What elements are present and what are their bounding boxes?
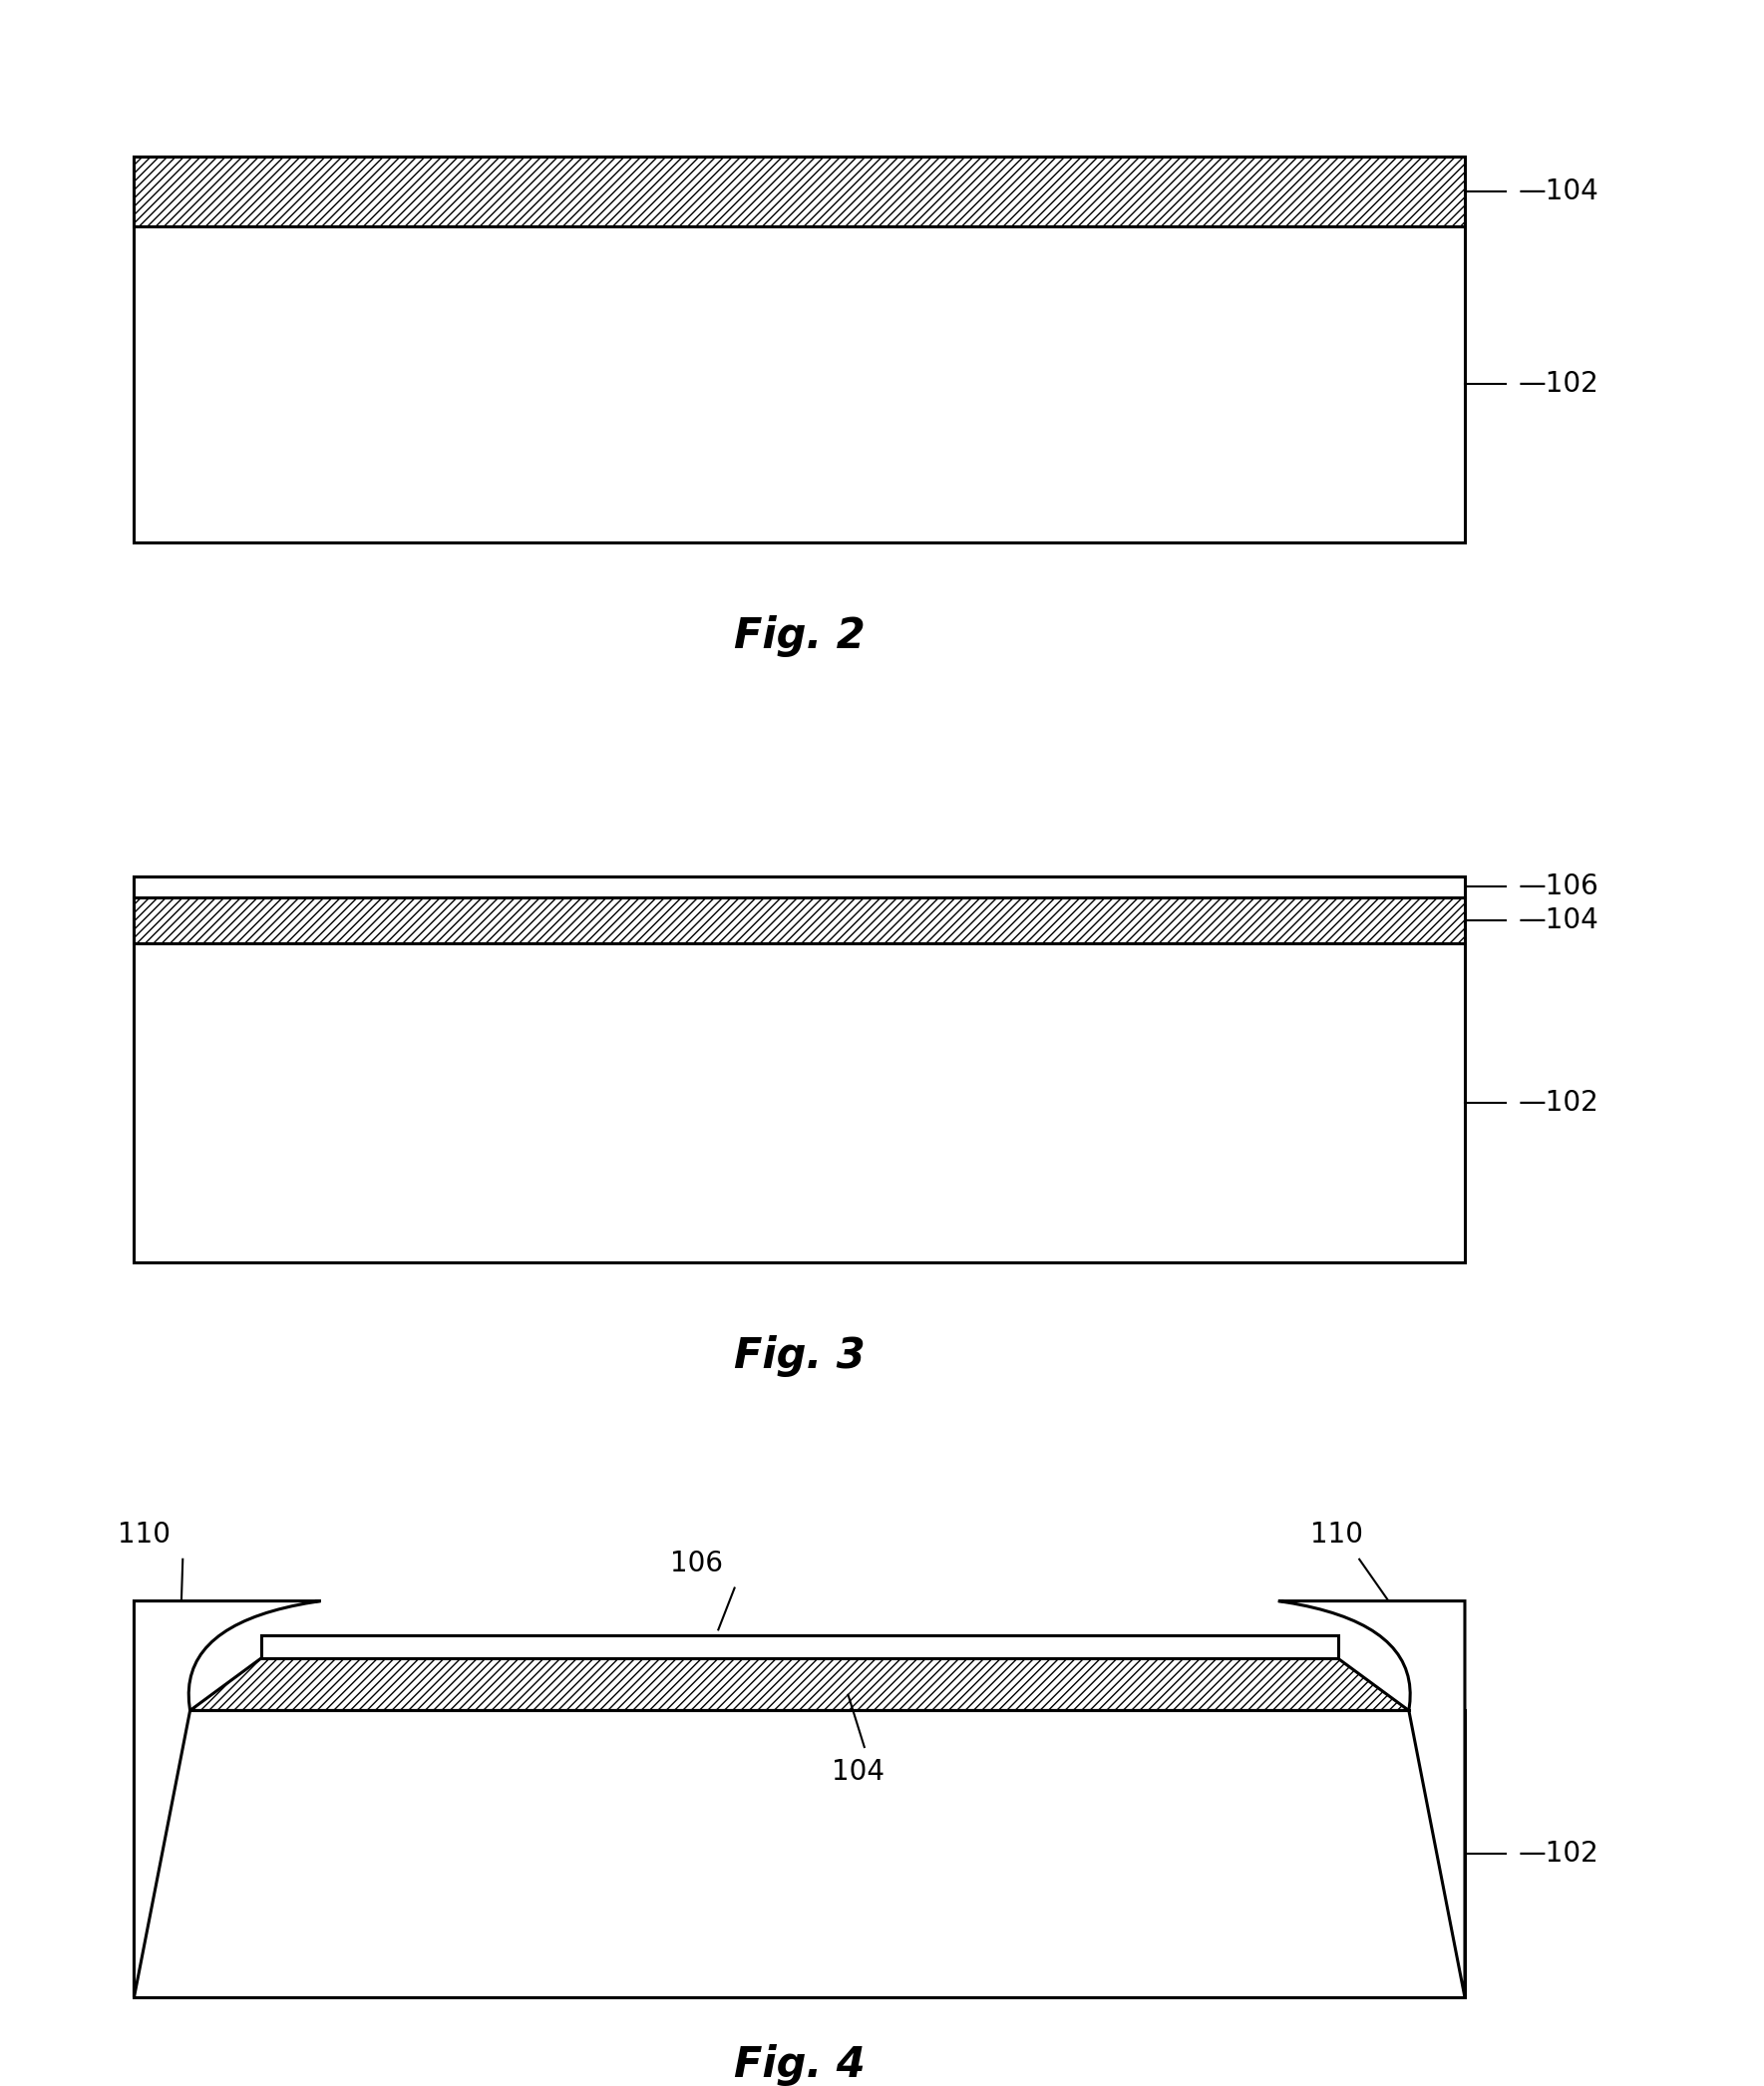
Bar xyxy=(134,876,1464,1262)
Text: Fig. 3: Fig. 3 xyxy=(734,1335,864,1377)
Polygon shape xyxy=(261,1635,1337,1658)
Text: —104: —104 xyxy=(1519,177,1598,204)
Text: 104: 104 xyxy=(833,1756,886,1786)
Text: Fig. 4: Fig. 4 xyxy=(734,2044,864,2086)
Text: —106: —106 xyxy=(1519,872,1598,901)
Polygon shape xyxy=(191,1658,1409,1711)
Text: —102: —102 xyxy=(1519,1089,1598,1116)
Text: —102: —102 xyxy=(1519,369,1598,398)
Polygon shape xyxy=(1279,1602,1464,1998)
Bar xyxy=(134,876,1464,897)
Text: —104: —104 xyxy=(1519,907,1598,935)
Bar xyxy=(134,156,1464,542)
Bar xyxy=(134,897,1464,943)
Text: 106: 106 xyxy=(670,1550,723,1577)
Bar xyxy=(134,1711,1464,1998)
Text: —102: —102 xyxy=(1519,1840,1598,1867)
Text: 110: 110 xyxy=(1311,1521,1364,1548)
Bar xyxy=(134,156,1464,225)
Polygon shape xyxy=(134,1602,321,1998)
Text: Fig. 2: Fig. 2 xyxy=(734,615,864,657)
Text: 110: 110 xyxy=(118,1521,171,1548)
